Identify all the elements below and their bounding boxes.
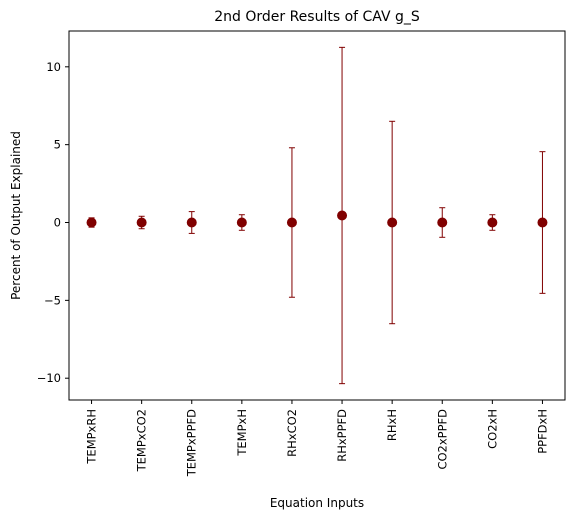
x-tick-label: TEMPxCO2 [135, 409, 149, 472]
data-point [387, 217, 398, 228]
x-tick-label: RHxCO2 [285, 409, 299, 457]
axes-frame [68, 30, 566, 401]
x-tick-label: TEMPxRH [85, 409, 99, 465]
x-tick-label: PPFDxH [535, 409, 549, 454]
x-tick-label: RHxH [385, 409, 399, 441]
x-tick-label: RHxPPFD [335, 409, 349, 462]
chart-title: 2nd Order Results of CAV g_S [214, 9, 420, 25]
x-tick-label: TEMPxH [235, 409, 249, 457]
x-tick-label: CO2xPPFD [435, 409, 449, 470]
y-tick-label: 5 [54, 138, 61, 152]
x-axis-label: Equation Inputs [270, 496, 364, 510]
ticks-layer: −10 −5 0 5 10 TEMPxRH TEMPxCO2 TEMPxPPFD TEMPxH R… [37, 60, 550, 477]
data-point [236, 217, 247, 228]
data-point [537, 217, 548, 228]
y-tick-label: 0 [54, 216, 61, 230]
data-point [136, 217, 147, 228]
y-tick-label: −5 [44, 293, 61, 307]
data-point [186, 217, 197, 228]
y-tick-label: 10 [46, 60, 61, 74]
data-point [437, 217, 448, 228]
y-axis-label: Percent of Output Explained [9, 131, 23, 300]
data-point [337, 210, 348, 221]
y-tick-label: −10 [37, 371, 61, 385]
data-point [286, 217, 297, 228]
x-tick-label: TEMPxPPFD [185, 409, 199, 477]
data-point [487, 217, 498, 228]
marks-layer [86, 46, 548, 385]
x-tick-label: CO2xH [485, 409, 499, 449]
data-point [86, 217, 97, 228]
